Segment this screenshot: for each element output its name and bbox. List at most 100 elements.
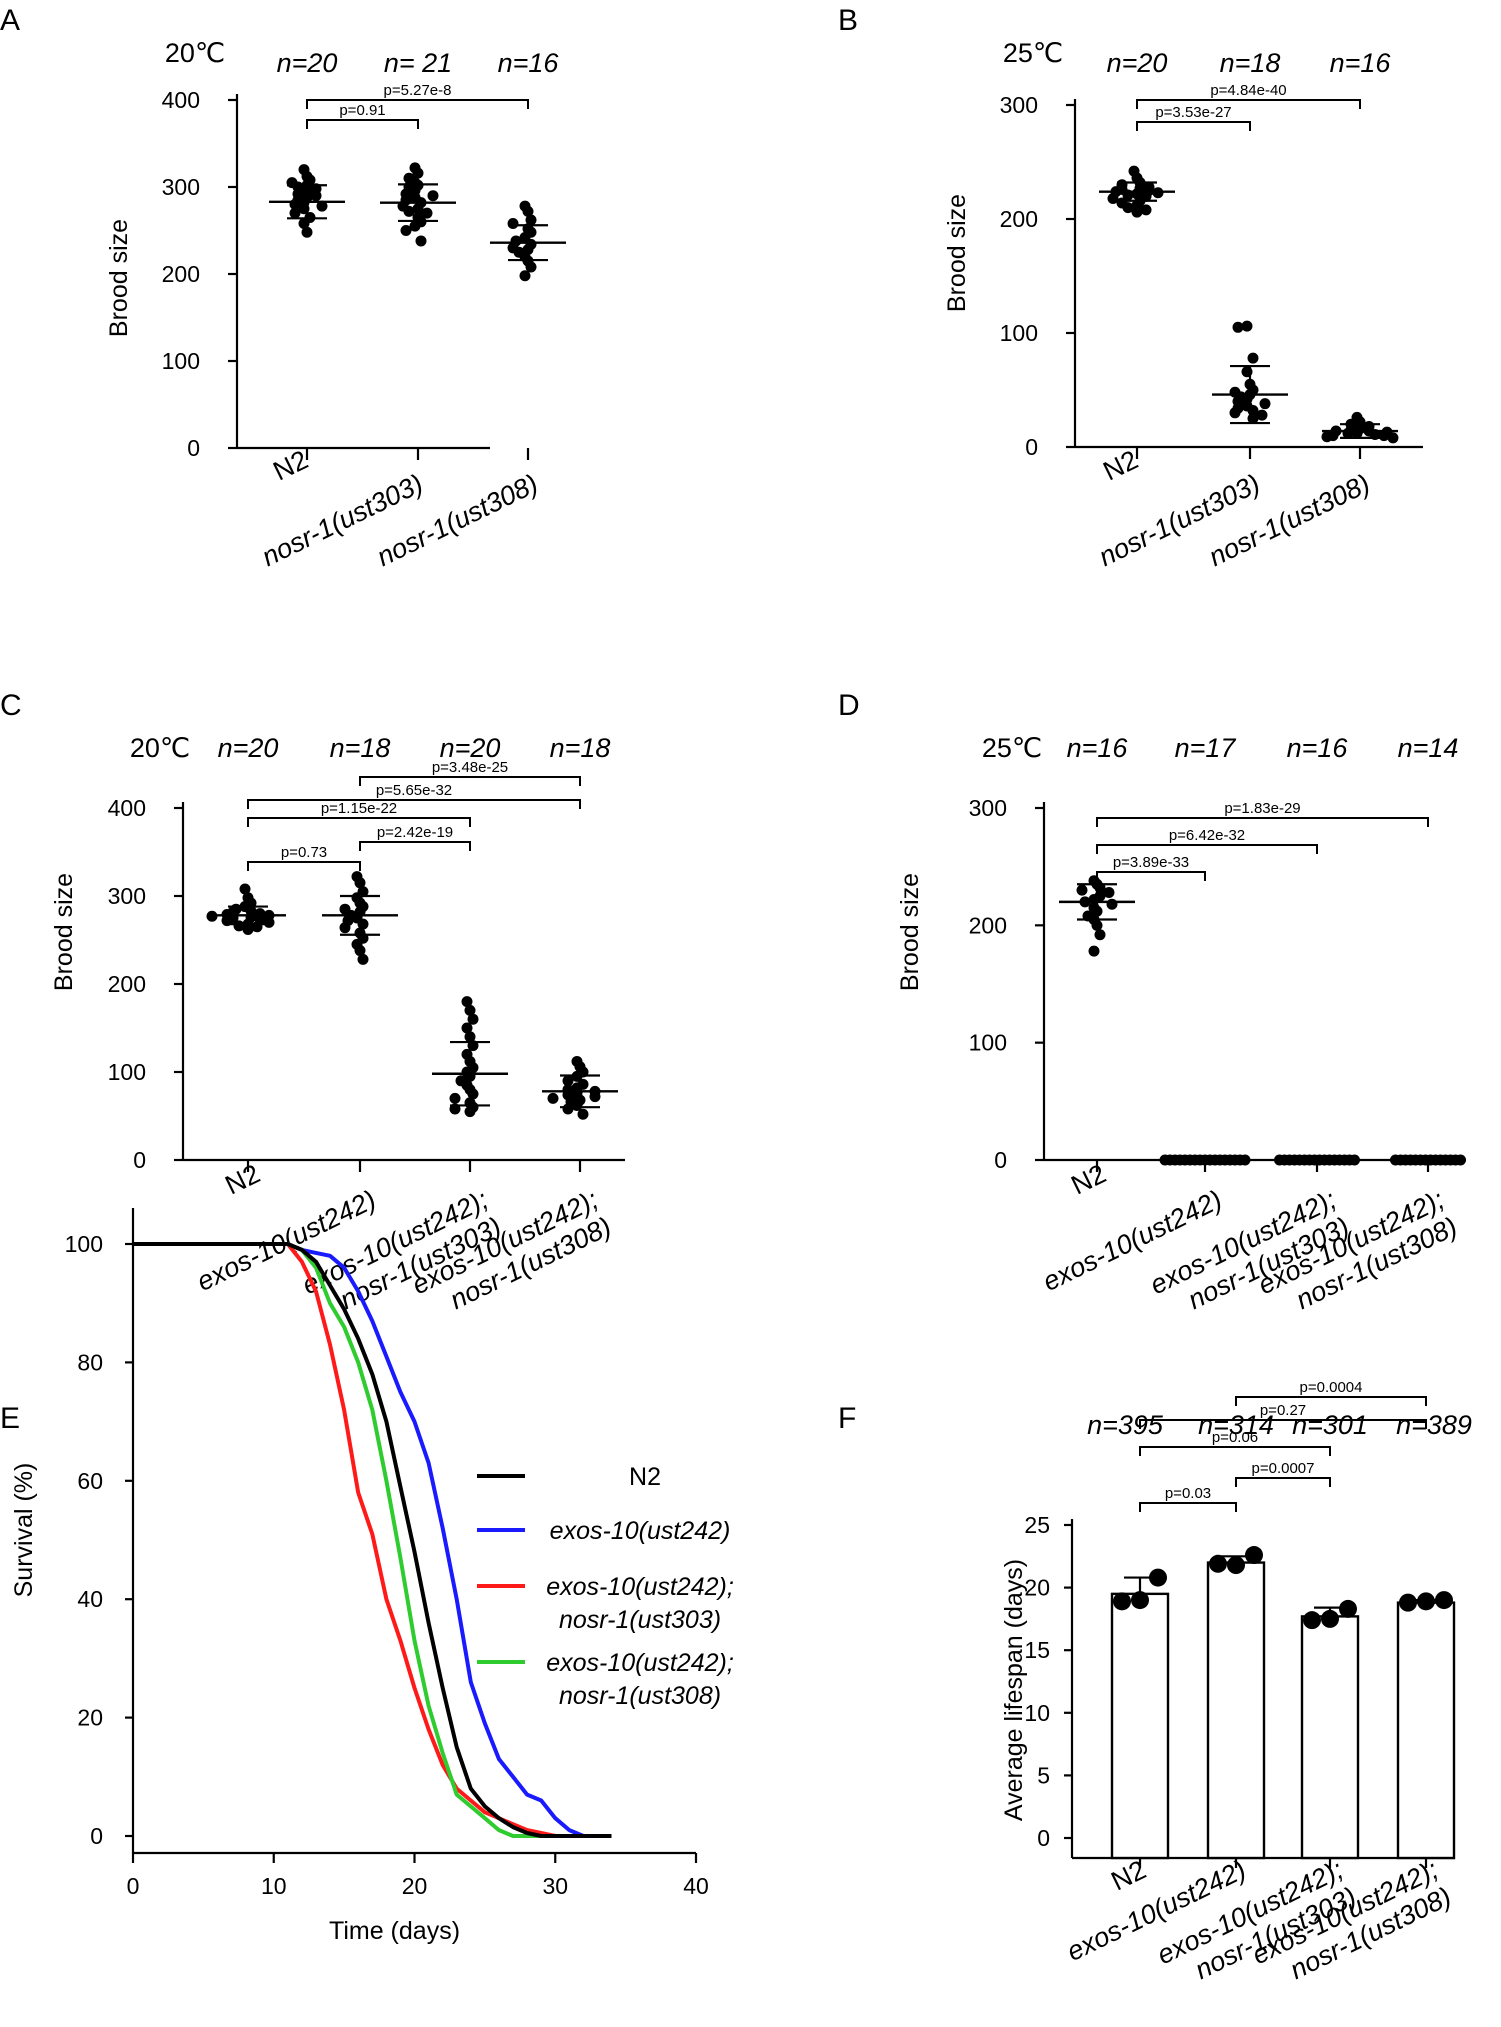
significance-bracket bbox=[1096, 844, 1318, 854]
data-point bbox=[412, 167, 424, 179]
x-category-label: N2 bbox=[220, 1158, 264, 1200]
temperature-label: 20℃ bbox=[130, 733, 190, 763]
n-label: n=16 bbox=[1287, 733, 1349, 763]
n-label: n= 21 bbox=[384, 48, 452, 78]
data-point bbox=[289, 207, 301, 219]
p-value-label: p=0.27 bbox=[1260, 1402, 1306, 1419]
significance-bracket bbox=[306, 119, 419, 129]
significance-bracket bbox=[1136, 99, 1361, 109]
y-tick-label: 100 bbox=[108, 1059, 146, 1085]
legend-label: exos-10(ust242); nosr-1(ust308) bbox=[546, 1649, 734, 1710]
panel-letter: D bbox=[838, 689, 860, 722]
temperature-label: 25℃ bbox=[982, 733, 1042, 763]
replicate-point bbox=[1209, 1554, 1227, 1573]
n-label: n=20 bbox=[1107, 48, 1168, 78]
data-point bbox=[400, 225, 412, 236]
survival-curve bbox=[133, 1242, 612, 1838]
y-tick-label: 5 bbox=[1037, 1762, 1050, 1788]
data-point bbox=[1094, 929, 1106, 941]
legend-label: N2 bbox=[629, 1463, 661, 1491]
y-tick-label: 20 bbox=[1024, 1575, 1050, 1601]
p-value-label: p=0.03 bbox=[1165, 1485, 1211, 1502]
x-axis-label: Time (days) bbox=[329, 1917, 460, 1945]
significance-bracket bbox=[1235, 1477, 1331, 1487]
x-category-line: N2 bbox=[1066, 1158, 1110, 1200]
replicate-point bbox=[1131, 1591, 1149, 1610]
data-point bbox=[1106, 898, 1118, 910]
panel-letter: F bbox=[838, 1402, 856, 1435]
x-category-line: N2 bbox=[1106, 1854, 1150, 1896]
y-tick-label: 60 bbox=[77, 1468, 103, 1494]
legend-label: exos-10(ust242); nosr-1(ust303) bbox=[546, 1573, 734, 1634]
y-tick-label: 100 bbox=[1000, 320, 1038, 346]
significance-bracket bbox=[359, 841, 471, 851]
bar bbox=[1300, 1615, 1360, 1860]
n-label: n=20 bbox=[440, 733, 501, 763]
y-tick-label: 40 bbox=[77, 1586, 103, 1612]
data-point bbox=[301, 226, 313, 238]
n-label: n=395 bbox=[1087, 1410, 1164, 1440]
data-point bbox=[1247, 352, 1259, 364]
data-point bbox=[357, 953, 369, 965]
replicate-point bbox=[1339, 1599, 1357, 1618]
data-point bbox=[507, 218, 519, 230]
p-value-label: p=1.15e-22 bbox=[321, 800, 397, 817]
n-label: n=16 bbox=[498, 48, 560, 78]
panel-letter: B bbox=[838, 4, 858, 37]
p-value-label: p=0.73 bbox=[281, 844, 327, 861]
data-point bbox=[464, 1004, 476, 1016]
survival-curve bbox=[133, 1242, 612, 1838]
n-label: n=20 bbox=[277, 48, 338, 78]
y-tick-label: 0 bbox=[90, 1823, 103, 1849]
replicate-point bbox=[1321, 1609, 1339, 1628]
data-point bbox=[589, 1091, 601, 1103]
data-point bbox=[1387, 432, 1399, 444]
legend-line: nosr-1(ust308) bbox=[559, 1682, 721, 1710]
data-point bbox=[562, 1103, 574, 1115]
data-point bbox=[1103, 886, 1115, 898]
bar bbox=[1396, 1601, 1456, 1860]
data-point bbox=[339, 922, 351, 934]
replicate-point bbox=[1303, 1611, 1321, 1630]
n-label: n=18 bbox=[1220, 48, 1281, 78]
p-value-label: p=5.27e-8 bbox=[384, 82, 452, 99]
data-point bbox=[1091, 919, 1103, 931]
y-tick-label: 100 bbox=[969, 1030, 1007, 1056]
data-point bbox=[1321, 431, 1333, 443]
data-point bbox=[1229, 407, 1241, 419]
y-axis-label: Brood size bbox=[896, 873, 924, 991]
n-label: n=301 bbox=[1292, 1410, 1368, 1440]
data-point bbox=[1259, 398, 1271, 410]
data-point bbox=[1140, 204, 1152, 216]
data-point bbox=[525, 261, 537, 273]
y-tick-label: 100 bbox=[65, 1231, 103, 1257]
y-axis-label: Brood size bbox=[943, 194, 971, 312]
survival-curve bbox=[133, 1242, 612, 1838]
y-tick-label: 15 bbox=[1024, 1637, 1050, 1663]
data-point bbox=[1107, 192, 1119, 204]
y-tick-label: 100 bbox=[162, 348, 200, 374]
n-label: n=14 bbox=[1398, 733, 1459, 763]
significance-bracket bbox=[1139, 1419, 1427, 1429]
bar bbox=[1110, 1592, 1170, 1860]
legend-line: N2 bbox=[629, 1463, 661, 1491]
significance-bracket bbox=[306, 99, 529, 109]
data-point bbox=[1131, 206, 1143, 218]
significance-bracket bbox=[359, 776, 581, 786]
legend-line: nosr-1(ust303) bbox=[559, 1606, 721, 1634]
data-point bbox=[298, 218, 310, 230]
panel-letter: A bbox=[0, 4, 20, 37]
data-point bbox=[316, 200, 328, 212]
y-tick-label: 300 bbox=[108, 883, 146, 909]
replicate-point bbox=[1227, 1556, 1245, 1575]
legend-line: exos-10(ust242); bbox=[546, 1573, 734, 1601]
bar bbox=[1206, 1561, 1266, 1860]
temperature-label: 20℃ bbox=[165, 38, 225, 68]
data-point bbox=[464, 1106, 476, 1118]
significance-bracket bbox=[1139, 1446, 1331, 1456]
p-value-label: p=0.0007 bbox=[1252, 1460, 1315, 1477]
n-label: n=314 bbox=[1198, 1410, 1274, 1440]
data-point bbox=[519, 270, 531, 282]
data-point bbox=[310, 190, 322, 202]
